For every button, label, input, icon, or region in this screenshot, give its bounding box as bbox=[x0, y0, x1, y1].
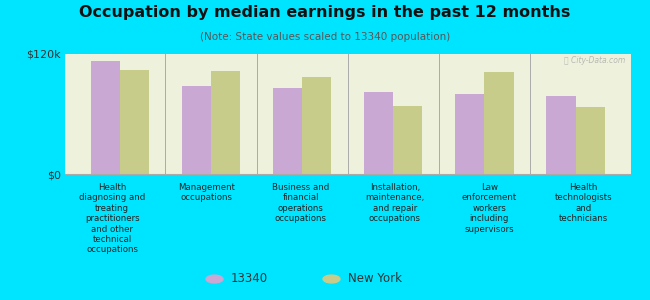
Text: Law
enforcement
workers
including
supervisors: Law enforcement workers including superv… bbox=[462, 183, 517, 234]
Text: Health
technologists
and
technicians: Health technologists and technicians bbox=[554, 183, 612, 223]
Text: Installation,
maintenance,
and repair
occupations: Installation, maintenance, and repair oc… bbox=[365, 183, 424, 223]
Bar bbox=[182, 86, 211, 174]
Circle shape bbox=[206, 275, 223, 283]
Text: (Note: State values scaled to 13340 population): (Note: State values scaled to 13340 popu… bbox=[200, 32, 450, 41]
Bar bbox=[393, 106, 422, 174]
Text: Management
occupations: Management occupations bbox=[178, 183, 235, 203]
Bar bbox=[364, 92, 393, 174]
Text: 13340: 13340 bbox=[231, 272, 268, 286]
Bar bbox=[484, 72, 514, 174]
Text: Health
diagnosing and
treating
practitioners
and other
technical
occupations: Health diagnosing and treating practitio… bbox=[79, 183, 145, 254]
Bar bbox=[302, 77, 332, 174]
Bar bbox=[120, 70, 149, 174]
Bar bbox=[455, 94, 484, 174]
Text: New York: New York bbox=[348, 272, 402, 286]
Bar bbox=[91, 61, 120, 174]
Bar bbox=[273, 88, 302, 174]
Text: ⓒ City-Data.com: ⓒ City-Data.com bbox=[564, 56, 625, 65]
Bar bbox=[211, 71, 240, 174]
Bar bbox=[576, 107, 604, 174]
Text: Business and
financial
operations
occupations: Business and financial operations occupa… bbox=[272, 183, 330, 223]
Bar bbox=[547, 96, 576, 174]
Text: Occupation by median earnings in the past 12 months: Occupation by median earnings in the pas… bbox=[79, 4, 571, 20]
Circle shape bbox=[323, 275, 340, 283]
